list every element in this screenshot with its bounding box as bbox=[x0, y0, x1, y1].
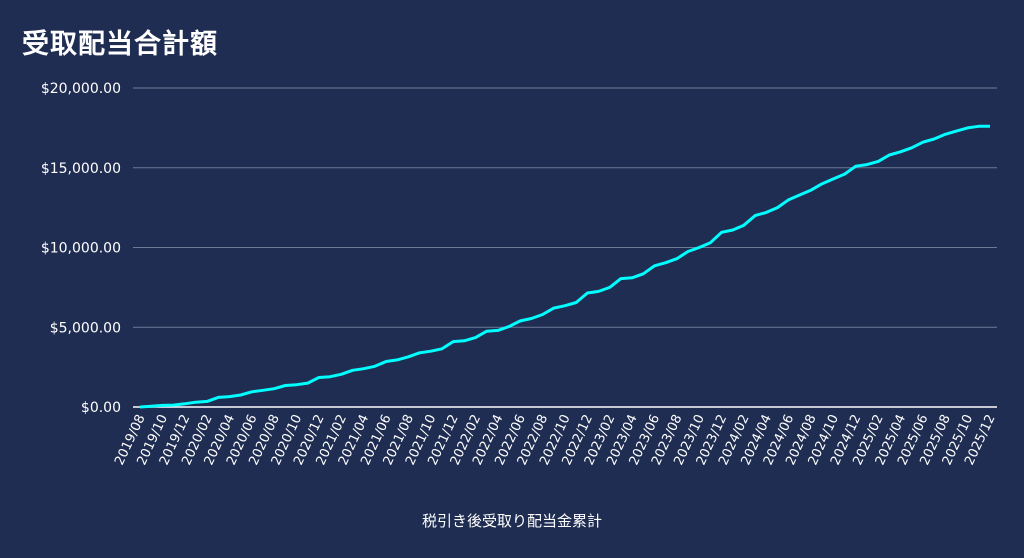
y-tick-label: $15,000.00 bbox=[41, 161, 121, 177]
series-line bbox=[139, 124, 990, 409]
y-tick-label: $5,000.00 bbox=[50, 320, 121, 336]
y-tick-label: $20,000.00 bbox=[41, 81, 121, 97]
chart-title: 受取配当合計額 bbox=[22, 29, 218, 60]
y-tick-label: $0.00 bbox=[81, 400, 121, 416]
legend-label: 税引き後受取り配当金累計 bbox=[421, 512, 602, 530]
y-tick-label: $10,000.00 bbox=[41, 241, 121, 257]
